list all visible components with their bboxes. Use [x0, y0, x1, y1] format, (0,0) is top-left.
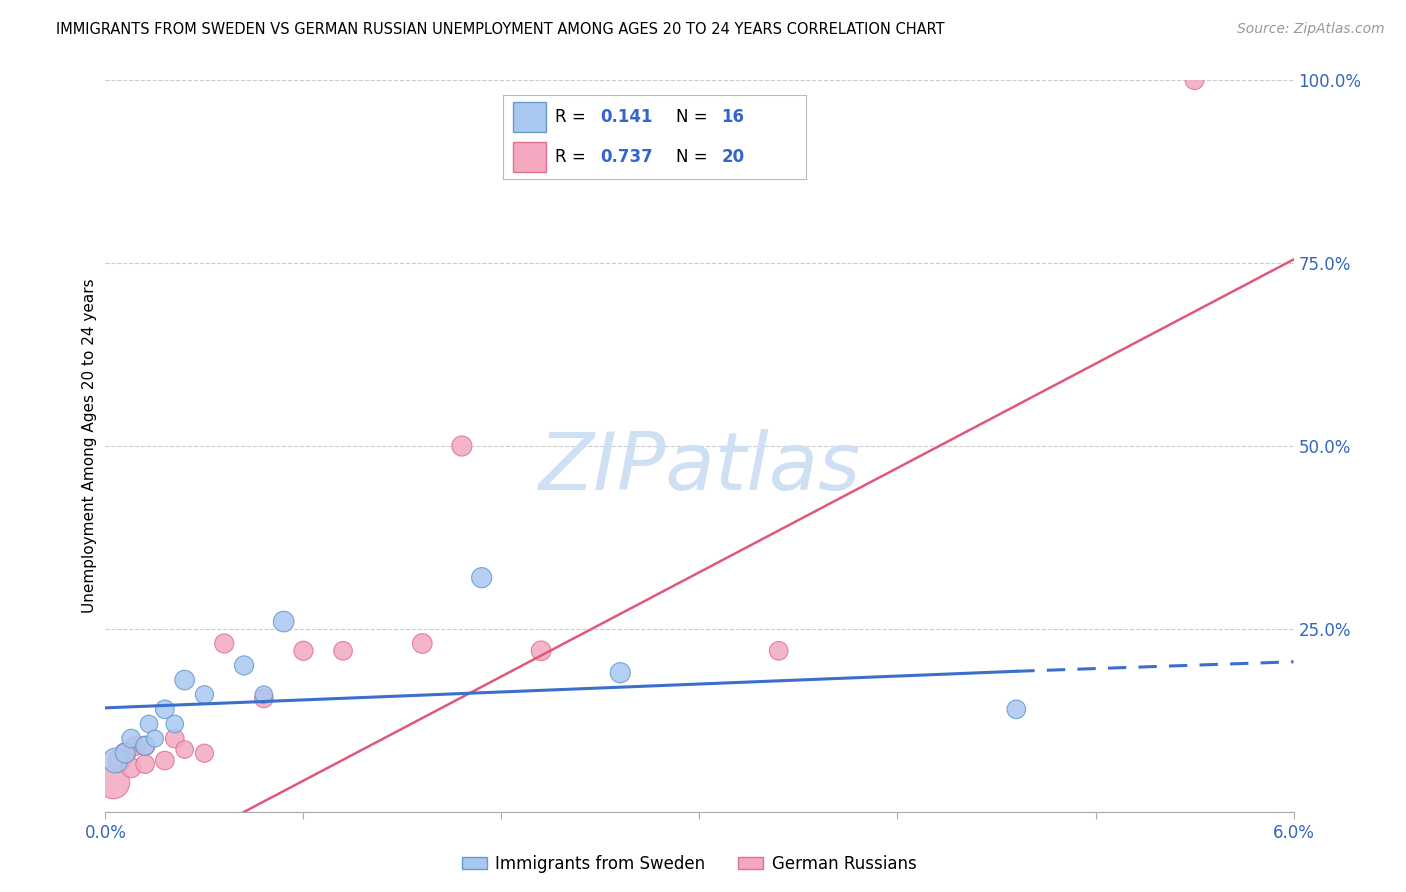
Point: [768, 644, 790, 658]
Point: [253, 688, 276, 702]
Point: [104, 754, 127, 768]
Point: [143, 731, 166, 746]
Point: [273, 615, 295, 629]
Point: [214, 636, 236, 650]
Point: [163, 717, 186, 731]
Text: ZIPatlas: ZIPatlas: [538, 429, 860, 507]
Point: [233, 658, 256, 673]
Point: [114, 746, 136, 760]
Point: [108, 754, 131, 768]
Point: [411, 636, 433, 650]
Point: [173, 673, 195, 687]
Y-axis label: Unemployment Among Ages 20 to 24 years: Unemployment Among Ages 20 to 24 years: [82, 278, 97, 614]
Point: [609, 665, 631, 680]
Point: [292, 644, 315, 658]
Point: [134, 757, 156, 772]
Point: [530, 644, 553, 658]
Point: [1184, 73, 1206, 87]
Point: [253, 691, 276, 706]
Point: [193, 688, 215, 702]
Text: IMMIGRANTS FROM SWEDEN VS GERMAN RUSSIAN UNEMPLOYMENT AMONG AGES 20 TO 24 YEARS : IMMIGRANTS FROM SWEDEN VS GERMAN RUSSIAN…: [56, 22, 945, 37]
Point: [103, 775, 125, 789]
Point: [134, 739, 156, 753]
Point: [173, 742, 195, 756]
Point: [153, 754, 176, 768]
Point: [120, 761, 142, 775]
Point: [153, 702, 176, 716]
Point: [124, 739, 146, 753]
Point: [114, 746, 136, 760]
Point: [471, 571, 494, 585]
Point: [138, 717, 160, 731]
Point: [134, 739, 156, 753]
Point: [193, 746, 215, 760]
Point: [163, 731, 186, 746]
Point: [1005, 702, 1028, 716]
Point: [120, 731, 142, 746]
Legend: Immigrants from Sweden, German Russians: Immigrants from Sweden, German Russians: [454, 848, 924, 880]
Point: [450, 439, 472, 453]
Text: Source: ZipAtlas.com: Source: ZipAtlas.com: [1237, 22, 1385, 37]
Point: [332, 644, 354, 658]
